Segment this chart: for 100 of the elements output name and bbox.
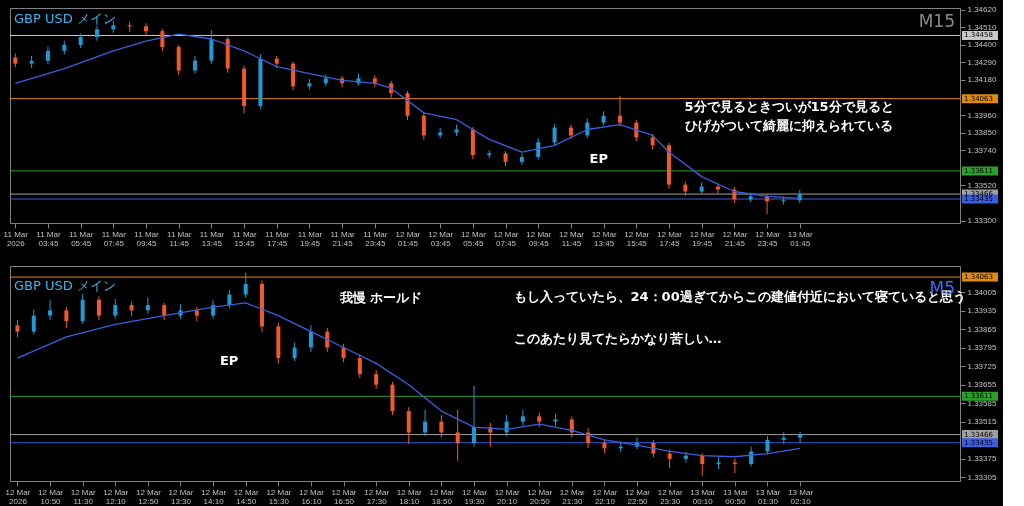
y-tick-label: 1.33725 xyxy=(967,361,997,371)
x-tick-label: 12 Mar 14:50 xyxy=(233,487,259,506)
x-tick-label: 13 Mar 01:30 xyxy=(755,487,781,506)
text: GBP USD メイン xyxy=(14,278,116,293)
candlestick xyxy=(243,272,248,299)
candlestick xyxy=(176,44,181,76)
x-tick-label: 11 Mar 07:45 xyxy=(101,229,127,248)
y-tick-label: 1.33850 xyxy=(967,128,997,138)
candlestick xyxy=(80,293,85,325)
x-tick-label: 11 Mar 03:45 xyxy=(36,229,61,248)
y-tick-label: 1.33795 xyxy=(967,343,997,353)
x-tick-label: 13 Mar 00:10 xyxy=(690,487,716,506)
x-tick-label: 12 Mar 03:45 xyxy=(428,229,454,248)
y-tick-label: 1.33375 xyxy=(967,454,997,464)
candlestick xyxy=(519,152,524,166)
y-tick-label: 1.33960 xyxy=(967,110,997,120)
x-tick-label: 11 Mar 11:45 xyxy=(167,229,192,248)
y-tick-label: 1.33300 xyxy=(967,216,997,226)
y-tick-label: 1.33865 xyxy=(967,324,997,334)
x-tick-label: 12 Mar 16:10 xyxy=(298,487,325,506)
x-tick-label: 12 Mar 19:45 xyxy=(689,229,715,248)
chart-title: GBP USD メイン xyxy=(14,11,116,26)
candlestick xyxy=(552,123,557,146)
x-tick-label: 12 Mar 19:30 xyxy=(462,487,488,506)
chart-subtitle: M15 xyxy=(918,11,955,31)
candlestick xyxy=(683,451,688,464)
x-tick-label: 12 Mar 20:50 xyxy=(527,487,553,506)
x-tick-label: 12 Mar 11:45 xyxy=(558,229,585,248)
candlestick xyxy=(439,414,444,438)
annotation: EP xyxy=(219,352,239,368)
x-tick-label: 12 Mar 09:45 xyxy=(526,229,552,248)
candlestick xyxy=(308,324,313,353)
candlestick xyxy=(357,353,362,379)
y-tick-label: 1.33740 xyxy=(967,145,997,155)
x-tick-label: 12 Mar 18:10 xyxy=(396,487,423,506)
x-tick-label: 12 Mar 12:10 xyxy=(103,487,129,506)
candlestick xyxy=(144,22,149,36)
candlestick xyxy=(765,435,770,456)
x-tick-label: 11 Mar 09:45 xyxy=(134,229,159,248)
x-tick-label: 12 Mar 17:30 xyxy=(364,487,390,506)
candlestick xyxy=(617,95,622,127)
candlestick xyxy=(227,289,232,309)
y-tick-label: 1.33655 xyxy=(967,380,997,390)
x-tick-label: 11 Mar 13:45 xyxy=(199,229,225,248)
x-tick-label: 13 Mar 02:10 xyxy=(788,487,814,506)
candlestick xyxy=(127,21,132,33)
candlestick xyxy=(96,295,101,321)
x-tick-label: 12 Mar 10:50 xyxy=(38,487,64,506)
x-tick-label: 12 Mar 23:30 xyxy=(657,487,683,506)
x-tick-label: 12 Mar 20:10 xyxy=(494,487,520,506)
y-tick-label: 1.33585 xyxy=(967,398,997,408)
x-tick-label: 12 Mar 22:10 xyxy=(592,487,618,506)
y-tick-label: 1.34290 xyxy=(967,57,997,67)
candlestick xyxy=(209,29,214,65)
candlestick xyxy=(374,369,379,390)
candlestick xyxy=(667,448,672,469)
y-tick-label: 1.33305 xyxy=(967,472,997,482)
candlestick xyxy=(798,431,803,444)
x-tick-label: 11 Mar 17:45 xyxy=(265,229,290,248)
annotation: 5分で見るときついが15分で見ると xyxy=(684,98,894,114)
x-tick-label: 11 Mar 15:45 xyxy=(232,229,258,248)
candlestick xyxy=(48,299,53,321)
candlestick xyxy=(406,406,411,445)
y-tick-label: 1.33515 xyxy=(967,417,997,427)
x-tick-label: 12 Mar 05:45 xyxy=(460,229,487,248)
candlestick xyxy=(586,427,591,449)
x-tick-label: 12 Mar 18:50 xyxy=(429,487,455,506)
y-tick-label: 1.34510 xyxy=(967,22,997,32)
candlestick xyxy=(64,306,69,329)
candlestick xyxy=(421,112,426,141)
candlestick xyxy=(291,61,296,91)
candlestick xyxy=(471,385,476,448)
x-tick-label: 13 Mar 00:50 xyxy=(722,487,749,506)
candlestick xyxy=(520,409,525,427)
candlestick xyxy=(145,297,150,314)
x-tick-label: 12 Mar 15:45 xyxy=(624,229,650,248)
y-tick-label: 1.33520 xyxy=(967,180,997,190)
x-tick-label: 12 Mar 17:45 xyxy=(657,229,683,248)
x-tick-label: 12 Mar 13:30 xyxy=(168,487,194,506)
annotation: このあたり見てたらかなり苦しい… xyxy=(513,331,722,347)
candlestick xyxy=(94,25,99,42)
x-tick-label: 11 Mar 2026 xyxy=(3,229,29,248)
candlestick xyxy=(341,343,346,363)
x-tick-label: 12 Mar 13:45 xyxy=(591,229,617,248)
x-tick-label: 12 Mar 14:10 xyxy=(201,487,227,506)
y-tick-label: 1.34620 xyxy=(967,5,997,15)
x-tick-label: 12 Mar 23:45 xyxy=(755,229,781,248)
x-tick-label: 12 Mar 21:30 xyxy=(559,487,586,506)
x-tick-label: 12 Mar 15:30 xyxy=(266,487,292,506)
x-tick-label: 12 Mar 22:50 xyxy=(625,487,651,506)
candlestick xyxy=(292,342,297,362)
candlestick xyxy=(536,137,541,161)
candlestick xyxy=(113,298,118,320)
candlestick xyxy=(405,90,410,121)
x-tick-label: 12 Mar 21:45 xyxy=(722,229,748,248)
x-tick-label: 12 Mar 07:45 xyxy=(493,229,519,248)
x-tick-label: 11 Mar 19:45 xyxy=(297,229,323,248)
x-tick-label: 12 Mar 16:50 xyxy=(331,487,357,506)
x-tick-label: 13 Mar 01:45 xyxy=(787,229,814,248)
annotation: ひげがついて綺麗に抑えられている xyxy=(684,118,893,134)
